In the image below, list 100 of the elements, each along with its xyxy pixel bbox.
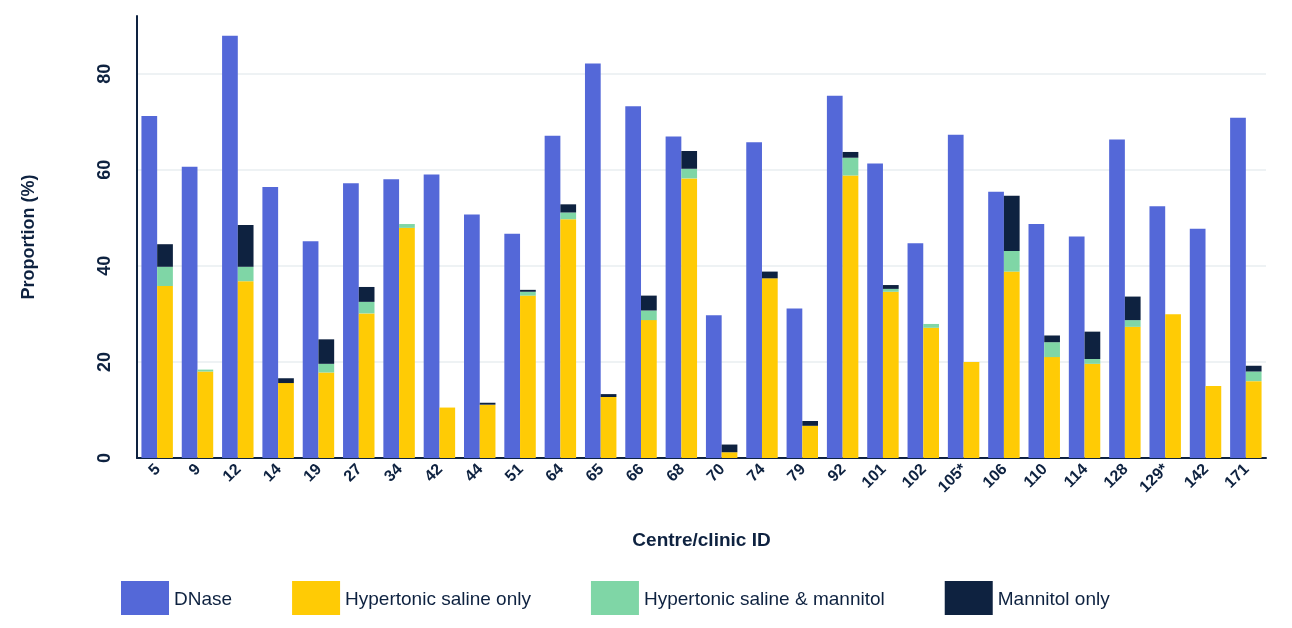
bar <box>157 244 173 267</box>
bar <box>237 266 254 282</box>
bar <box>560 219 577 458</box>
bar <box>761 278 778 458</box>
y-tick-label: 0 <box>94 452 114 464</box>
bar <box>1084 359 1101 364</box>
bar <box>157 266 173 286</box>
x-tick-label: 142 <box>1180 459 1212 491</box>
bar <box>318 372 335 458</box>
bar <box>1124 320 1141 327</box>
bar <box>1084 363 1101 458</box>
x-tick-label: 42 <box>420 459 446 485</box>
x-tick-label: 68 <box>662 459 688 485</box>
bar <box>963 361 980 458</box>
x-tick-label: 128 <box>1100 459 1131 491</box>
bar <box>222 35 238 458</box>
bar <box>520 295 536 458</box>
y-tick-label: 40 <box>94 255 114 276</box>
bar <box>1068 236 1085 458</box>
bar <box>439 407 456 458</box>
bar <box>1165 314 1181 458</box>
bar <box>1003 250 1020 272</box>
bar <box>761 271 778 279</box>
x-tick-label: 65 <box>582 459 607 485</box>
bar <box>383 179 400 458</box>
bar <box>423 174 440 458</box>
bar <box>479 404 496 458</box>
x-tick-label: 114 <box>1060 459 1091 491</box>
x-tick-label: 110 <box>1019 459 1051 491</box>
bar <box>746 142 762 458</box>
bar <box>802 421 819 426</box>
x-tick-label: 19 <box>299 459 325 485</box>
x-tick-label: 64 <box>541 459 567 485</box>
bar <box>358 301 375 314</box>
bar <box>358 313 375 458</box>
x-tick-label: 5 <box>144 459 164 479</box>
bar <box>399 227 415 458</box>
bar <box>1044 357 1060 458</box>
bar <box>826 95 843 458</box>
bar <box>399 224 415 228</box>
bar <box>947 134 964 458</box>
bar <box>600 396 617 458</box>
bar <box>1230 117 1246 458</box>
bar <box>842 175 859 458</box>
bar <box>1149 206 1166 458</box>
x-tick-label: 14 <box>259 459 285 485</box>
bar <box>560 204 577 213</box>
bar <box>318 363 335 373</box>
x-tick-label: 92 <box>824 459 849 485</box>
bar <box>197 371 214 458</box>
x-tick-label: 79 <box>783 459 809 485</box>
x-tick-label: 171 <box>1220 459 1252 491</box>
x-axis-title: Centre/clinic ID <box>632 529 771 550</box>
bar <box>464 214 480 458</box>
bar <box>1003 195 1020 251</box>
legend-label: Hypertonic saline only <box>345 587 532 609</box>
bar <box>1245 371 1262 382</box>
x-tick-label: 106 <box>979 459 1010 491</box>
bar <box>867 163 883 458</box>
x-tick-label: 44 <box>461 459 486 485</box>
bar <box>1003 271 1020 458</box>
x-tick-label: 101 <box>858 459 890 491</box>
bar <box>802 425 819 458</box>
bar <box>302 241 319 458</box>
y-tick-label: 20 <box>94 351 114 372</box>
x-tick-label: 34 <box>380 459 406 485</box>
bar <box>343 183 359 458</box>
legend-label: DNase <box>174 587 233 609</box>
x-tick-label: 74 <box>743 459 769 485</box>
bar <box>923 323 939 328</box>
x-tick-label: 51 <box>501 459 527 485</box>
bar <box>1084 331 1101 360</box>
bar <box>1124 296 1141 321</box>
bar <box>1124 326 1141 458</box>
bar <box>1245 381 1262 458</box>
bar <box>842 157 859 176</box>
y-axis-title: Proportion (%) <box>18 174 38 300</box>
bar <box>681 178 698 458</box>
bar <box>641 295 657 311</box>
x-tick-label: 102 <box>898 459 930 491</box>
bar <box>1028 224 1045 458</box>
x-tick-label: 66 <box>622 459 648 485</box>
bar <box>988 191 1004 458</box>
bar <box>262 187 279 458</box>
bar <box>786 308 803 458</box>
y-tick-label: 80 <box>94 63 114 84</box>
bar <box>358 286 375 302</box>
x-tick-label: 12 <box>219 459 244 485</box>
bar <box>278 378 294 384</box>
legend-label: Hypertonic saline & mannitol <box>643 587 885 609</box>
bar <box>520 291 536 296</box>
bar <box>141 115 158 458</box>
bar <box>665 136 682 458</box>
bar <box>1109 139 1125 458</box>
legend-label: Mannitol only <box>997 587 1111 609</box>
bar <box>278 383 294 458</box>
bar <box>842 151 859 158</box>
bar <box>705 315 722 458</box>
bar <box>1044 342 1060 358</box>
bar <box>721 452 738 458</box>
